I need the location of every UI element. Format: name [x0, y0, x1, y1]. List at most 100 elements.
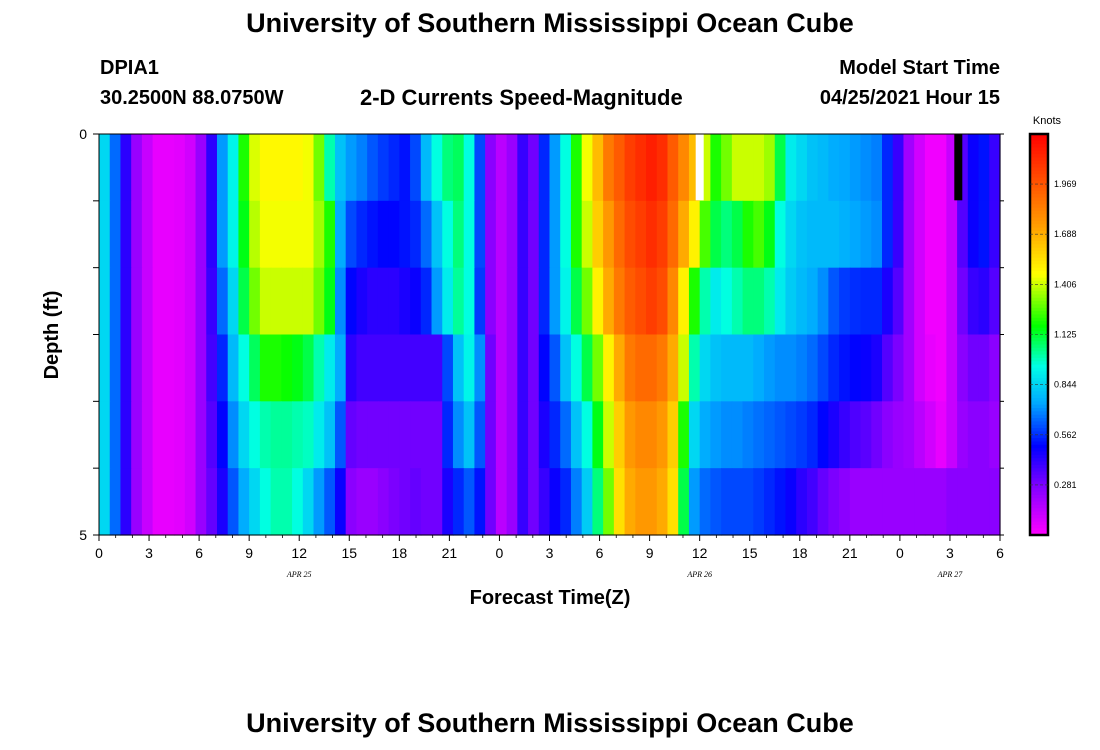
heatmap-cell: [131, 200, 143, 269]
colorbar-band: [1030, 271, 1048, 275]
heatmap-cell: [259, 401, 272, 469]
heatmap-cell: [184, 468, 197, 536]
heatmap-cell: [613, 134, 626, 202]
heatmap-cell: [903, 200, 915, 269]
heatmap-cell: [978, 468, 990, 536]
heatmap-cell: [592, 200, 604, 269]
colorbar-band: [1030, 227, 1048, 232]
heatmap-cell: [120, 334, 132, 402]
colorbar-band: [1030, 361, 1048, 366]
heatmap-cell: [785, 200, 797, 269]
heatmap-cell: [967, 334, 980, 402]
colorbar-band: [1030, 134, 1048, 138]
colorbar-band: [1030, 287, 1048, 292]
colorbar-band: [1030, 377, 1048, 382]
heatmap-cell: [806, 134, 819, 202]
heatmap-cell: [485, 200, 497, 269]
colorbar-band: [1030, 197, 1048, 202]
heatmap-cell: [774, 468, 787, 536]
heatmap-cell: [806, 200, 819, 269]
x-tick-label: 0: [896, 545, 904, 561]
heatmap-cell: [774, 267, 787, 336]
heatmap-cell: [592, 334, 604, 402]
heatmap-cell: [495, 334, 508, 402]
heatmap-cell: [195, 200, 207, 269]
colorbar-band: [1030, 434, 1048, 439]
colorbar-band: [1030, 481, 1048, 486]
colorbar-band: [1030, 204, 1048, 209]
colorbar-band: [1030, 414, 1048, 419]
heatmap-cell: [174, 468, 186, 536]
heatmap-cell: [377, 401, 390, 469]
heatmap-cell: [774, 401, 787, 469]
heatmap-cell: [238, 267, 250, 336]
heatmap-cell: [806, 401, 819, 469]
heatmap-cell: [646, 401, 658, 469]
colorbar-band: [1030, 504, 1048, 509]
colorbar-band: [1030, 194, 1048, 199]
heatmap-cell: [581, 401, 594, 469]
colorbar-band: [1030, 438, 1048, 443]
heatmap-cell: [828, 200, 840, 269]
colorbar-band: [1030, 478, 1048, 483]
heatmap-cell: [882, 468, 894, 536]
colorbar-band: [1030, 207, 1048, 212]
page-title-bottom: University of Southern Mississippi Ocean…: [246, 708, 854, 738]
heatmap-cell: [903, 334, 915, 402]
x-tick-label: 3: [946, 545, 954, 561]
heatmap-cell: [281, 267, 293, 336]
heatmap-cell: [528, 200, 540, 269]
heatmap-cell: [292, 401, 304, 469]
heatmap-cell: [603, 468, 615, 536]
heatmap-cell: [785, 468, 797, 536]
heatmap-cell: [281, 134, 293, 202]
heatmap-cell: [742, 401, 754, 469]
heatmap-cell: [699, 134, 711, 202]
heatmap-cell: [935, 468, 947, 536]
heatmap-cell: [935, 134, 947, 202]
colorbar-band: [1030, 164, 1048, 169]
missing-cells: [695, 134, 963, 201]
heatmap-cell: [141, 468, 154, 536]
heatmap-cell: [646, 267, 658, 336]
colorbar-band: [1030, 267, 1048, 272]
heatmap-cell: [603, 134, 615, 202]
heatmap-cell: [667, 468, 679, 536]
heatmap-cell: [957, 134, 969, 202]
heatmap-cell: [184, 134, 197, 202]
heatmap-cell: [603, 401, 615, 469]
heatmap-cell: [141, 134, 154, 202]
heatmap-cell: [238, 468, 250, 536]
colorbar-band: [1030, 421, 1048, 426]
heatmap-cell: [731, 401, 744, 469]
heatmap-cell: [249, 134, 261, 202]
colorbar-band: [1030, 531, 1048, 536]
heatmap-cell: [892, 401, 905, 469]
colorbar-band: [1030, 250, 1048, 255]
heatmap-cell: [860, 267, 872, 336]
colorbar-band: [1030, 418, 1048, 422]
heatmap-cell: [656, 200, 669, 269]
heatmap-cell: [270, 468, 282, 536]
heatmap-cell: [420, 468, 433, 536]
heatmap-cell: [302, 401, 315, 469]
colorbar-band: [1030, 254, 1048, 259]
heatmap-cell: [903, 267, 915, 336]
heatmap-cell: [399, 200, 411, 269]
colorbar-band: [1030, 187, 1048, 192]
heatmap-cell: [227, 267, 240, 336]
colorbar-band: [1030, 471, 1048, 476]
heatmap-cell: [635, 334, 647, 402]
heatmap-cell: [109, 334, 122, 402]
heatmap-cell: [710, 401, 722, 469]
heatmap-cell: [195, 334, 207, 402]
heatmap-cell: [356, 401, 368, 469]
heatmap-cell: [946, 200, 958, 269]
heatmap-cell: [345, 334, 358, 402]
colorbar-band: [1030, 304, 1048, 309]
colorbar-band: [1030, 381, 1048, 386]
heatmap-cell: [463, 267, 476, 336]
heatmap-cell: [678, 267, 690, 336]
heatmap-cell: [227, 401, 240, 469]
heatmap-cell: [249, 401, 261, 469]
